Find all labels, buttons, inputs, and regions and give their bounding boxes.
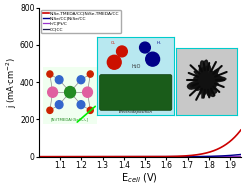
Legend: NiSe-TMEDA/CC|NiSe-TMEDA/CC, NiSe/CC|NiSe/CC, Ir/C|Pt/C, CC|CC: NiSe-TMEDA/CC|NiSe-TMEDA/CC, NiSe/CC|NiS… [41, 10, 121, 33]
X-axis label: E$_{cell}$ (V): E$_{cell}$ (V) [121, 171, 158, 185]
Y-axis label: j (mA·cm$^{-2}$): j (mA·cm$^{-2}$) [4, 57, 19, 108]
